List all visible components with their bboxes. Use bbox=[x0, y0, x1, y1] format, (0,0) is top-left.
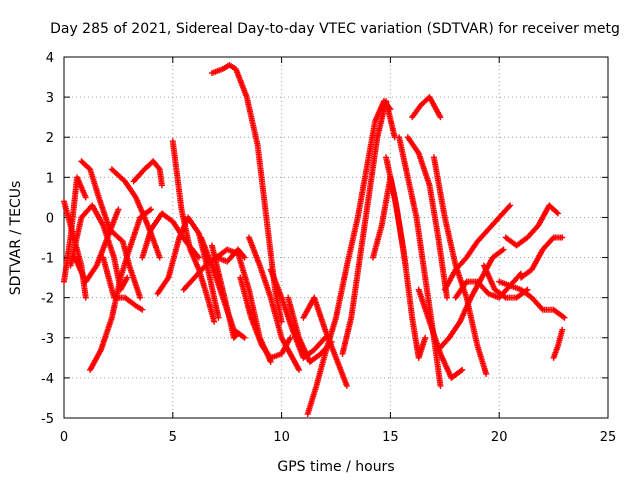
data-point bbox=[158, 182, 165, 189]
y-tick-label: -4 bbox=[41, 372, 54, 387]
data-point bbox=[524, 286, 531, 293]
y-tick-label: 3 bbox=[46, 91, 54, 106]
x-tick-label: 20 bbox=[491, 430, 508, 445]
data-point bbox=[156, 254, 163, 261]
x-tick-label: 10 bbox=[273, 430, 290, 445]
data-point bbox=[500, 246, 507, 253]
series-arc35 bbox=[480, 262, 531, 301]
data-point bbox=[137, 294, 144, 301]
series-arc33 bbox=[441, 202, 514, 293]
series-arc18 bbox=[237, 274, 294, 361]
data-point bbox=[343, 382, 350, 389]
data-point bbox=[559, 234, 566, 241]
data-point bbox=[82, 194, 89, 201]
y-tick-label: 2 bbox=[46, 131, 54, 146]
series-arc07 bbox=[100, 254, 146, 313]
series-arc08 bbox=[108, 166, 163, 261]
x-tick-label: 15 bbox=[382, 430, 399, 445]
plot-frame bbox=[63, 56, 609, 419]
y-tick-label: 4 bbox=[46, 51, 54, 66]
series-arc12 bbox=[169, 138, 218, 325]
data-point bbox=[211, 318, 218, 325]
series-arc38 bbox=[517, 234, 566, 281]
data-series bbox=[61, 62, 568, 417]
series-arc24 bbox=[339, 98, 398, 357]
x-tick-label: 5 bbox=[169, 430, 177, 445]
data-point bbox=[235, 330, 242, 337]
data-point bbox=[483, 370, 490, 377]
series-arc36 bbox=[496, 278, 568, 321]
y-tick-label: 0 bbox=[46, 211, 54, 226]
series-arc06 bbox=[87, 206, 155, 373]
data-point bbox=[296, 366, 303, 373]
data-point bbox=[241, 334, 248, 341]
series-arc22 bbox=[300, 294, 350, 389]
y-tick-label: -2 bbox=[41, 292, 54, 307]
data-point bbox=[554, 210, 561, 217]
series-arc32 bbox=[435, 246, 507, 353]
series-arc15 bbox=[208, 242, 242, 341]
data-point bbox=[124, 274, 131, 281]
x-axis-ticks: 0 5 10 15 20 25 bbox=[60, 57, 616, 445]
series-arc11 bbox=[154, 214, 222, 321]
series-arc28 bbox=[404, 134, 450, 301]
y-tick-label: 1 bbox=[46, 171, 54, 186]
x-tick-label: 25 bbox=[600, 430, 617, 445]
x-axis-label: GPS time / hours bbox=[277, 459, 394, 475]
y-tick-label: -3 bbox=[41, 332, 54, 347]
data-point bbox=[215, 314, 222, 321]
data-point bbox=[437, 382, 444, 389]
series-arc09 bbox=[130, 158, 165, 189]
series-arc26 bbox=[383, 154, 429, 361]
y-axis-ticks: -5 -4 -3 -2 -1 0 1 2 3 4 bbox=[41, 51, 608, 427]
series-arc01 bbox=[61, 174, 89, 285]
series-arc23 bbox=[304, 98, 394, 417]
series-arc29 bbox=[409, 94, 444, 121]
y-tick-label: -5 bbox=[41, 412, 54, 427]
series-arc31 bbox=[430, 154, 490, 377]
data-point bbox=[422, 334, 429, 341]
data-point bbox=[148, 206, 155, 213]
series-arc37 bbox=[502, 202, 561, 249]
data-point bbox=[139, 306, 146, 313]
series-arc13 bbox=[180, 246, 248, 293]
x-tick-label: 0 bbox=[60, 430, 68, 445]
data-point bbox=[82, 294, 89, 301]
data-point bbox=[287, 334, 294, 341]
data-point bbox=[437, 114, 444, 121]
series-arc16 bbox=[208, 62, 285, 325]
y-axis-label: SDTVAR / TECUs bbox=[8, 181, 24, 296]
data-point bbox=[241, 254, 248, 261]
data-point bbox=[561, 314, 568, 321]
data-point bbox=[443, 294, 450, 301]
data-point bbox=[195, 254, 202, 261]
data-point bbox=[459, 366, 466, 373]
chart-title: Day 285 of 2021, Sidereal Day-to-day VTE… bbox=[50, 21, 620, 37]
data-point bbox=[115, 206, 122, 213]
y-tick-label: -1 bbox=[41, 252, 54, 267]
data-point bbox=[553, 209, 560, 216]
data-point bbox=[507, 202, 514, 209]
series-arc39 bbox=[550, 326, 566, 361]
series-arc19 bbox=[245, 234, 303, 373]
data-point bbox=[559, 326, 566, 333]
